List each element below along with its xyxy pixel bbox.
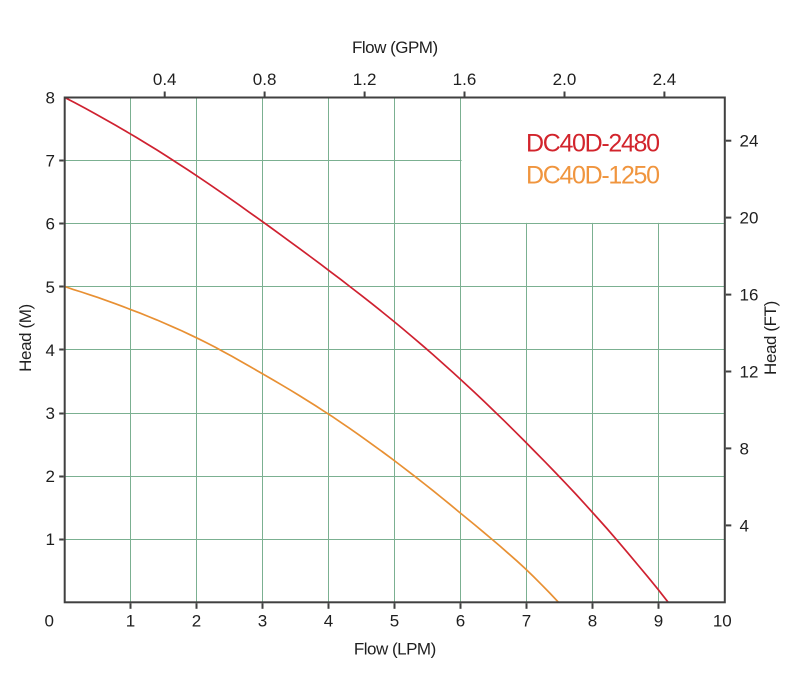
- svg-text:12: 12: [740, 363, 759, 382]
- svg-text:4: 4: [46, 341, 55, 360]
- svg-text:0.8: 0.8: [253, 70, 277, 89]
- svg-text:16: 16: [740, 286, 759, 305]
- svg-text:Head (FT): Head (FT): [761, 301, 780, 375]
- svg-text:Flow (GPM): Flow (GPM): [352, 38, 438, 57]
- svg-text:8: 8: [740, 439, 749, 458]
- svg-text:6: 6: [456, 612, 465, 631]
- svg-text:2.4: 2.4: [653, 70, 677, 89]
- svg-text:1: 1: [126, 612, 135, 631]
- svg-text:1.2: 1.2: [353, 70, 377, 89]
- svg-text:4: 4: [740, 516, 749, 535]
- svg-text:8: 8: [588, 612, 597, 631]
- svg-text:4: 4: [324, 612, 333, 631]
- svg-text:0: 0: [45, 612, 54, 631]
- svg-text:1: 1: [46, 530, 55, 549]
- svg-text:0.4: 0.4: [153, 70, 177, 89]
- svg-text:3: 3: [258, 612, 267, 631]
- svg-text:DC40D-2480: DC40D-2480: [526, 130, 660, 158]
- svg-text:Flow (LPM): Flow (LPM): [354, 640, 436, 659]
- svg-text:2: 2: [192, 612, 201, 631]
- svg-text:20: 20: [740, 209, 759, 228]
- svg-text:3: 3: [46, 404, 55, 423]
- svg-text:7: 7: [46, 152, 55, 171]
- svg-text:24: 24: [740, 132, 759, 151]
- svg-text:9: 9: [654, 612, 663, 631]
- svg-text:2.0: 2.0: [553, 70, 577, 89]
- svg-text:2: 2: [46, 467, 55, 486]
- svg-text:Head (M): Head (M): [16, 304, 35, 372]
- svg-text:10: 10: [713, 612, 732, 631]
- svg-text:5: 5: [390, 612, 399, 631]
- svg-text:5: 5: [46, 278, 55, 297]
- svg-text:1.6: 1.6: [453, 70, 477, 89]
- svg-text:DC40D-1250: DC40D-1250: [526, 161, 660, 189]
- svg-text:8: 8: [46, 89, 55, 108]
- svg-text:7: 7: [522, 612, 531, 631]
- svg-text:6: 6: [46, 215, 55, 234]
